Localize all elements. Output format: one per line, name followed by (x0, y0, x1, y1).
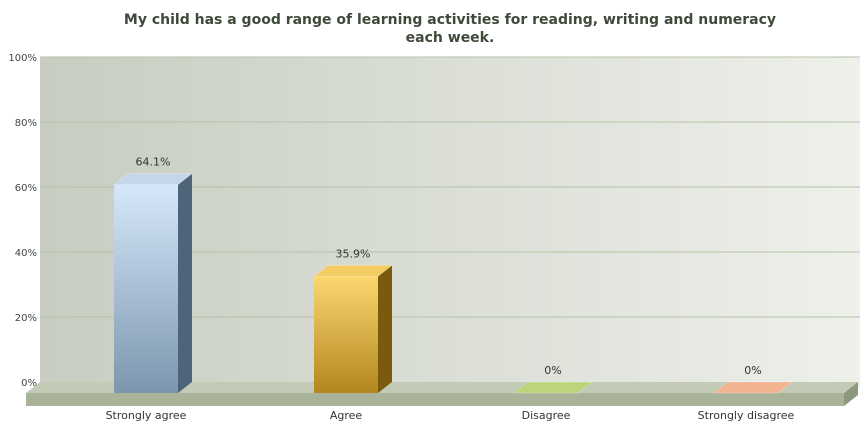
y-tick-label: 20% (15, 313, 37, 324)
bar-side (378, 265, 392, 393)
bar-top (314, 265, 392, 276)
category-label: Strongly disagree (698, 409, 795, 422)
bar-top (114, 174, 192, 185)
y-axis-ticks: 0%20%40%60%80%100% (8, 53, 37, 389)
chart-floor-front (26, 393, 844, 406)
chart-title-line-2: each week. (406, 30, 495, 46)
y-tick-label: 40% (15, 248, 37, 259)
y-tick-label: 100% (8, 53, 37, 64)
bar-side (178, 174, 192, 393)
bar-disagree (514, 382, 592, 393)
bar-front (314, 276, 378, 393)
chart-title-line-1: My child has a good range of learning ac… (124, 12, 776, 28)
y-tick-label: 80% (15, 118, 37, 129)
category-label: Disagree (522, 409, 571, 422)
bar-strongly-agree (114, 174, 192, 393)
bar-agree (314, 265, 392, 393)
bar-top (714, 382, 792, 393)
value-label: 35.9% (336, 247, 371, 260)
value-label: 0% (744, 364, 761, 377)
bar-strongly-disagree (714, 382, 792, 393)
category-labels: Strongly agree Agree Disagree Strongly disa… (106, 409, 795, 422)
category-label: Strongly agree (106, 409, 187, 422)
category-label: Agree (330, 409, 363, 422)
value-label: 0% (544, 364, 561, 377)
y-tick-label: 60% (15, 183, 37, 194)
bar-front (114, 185, 178, 393)
bar-top (514, 382, 592, 393)
value-label: 64.1% (136, 156, 171, 169)
